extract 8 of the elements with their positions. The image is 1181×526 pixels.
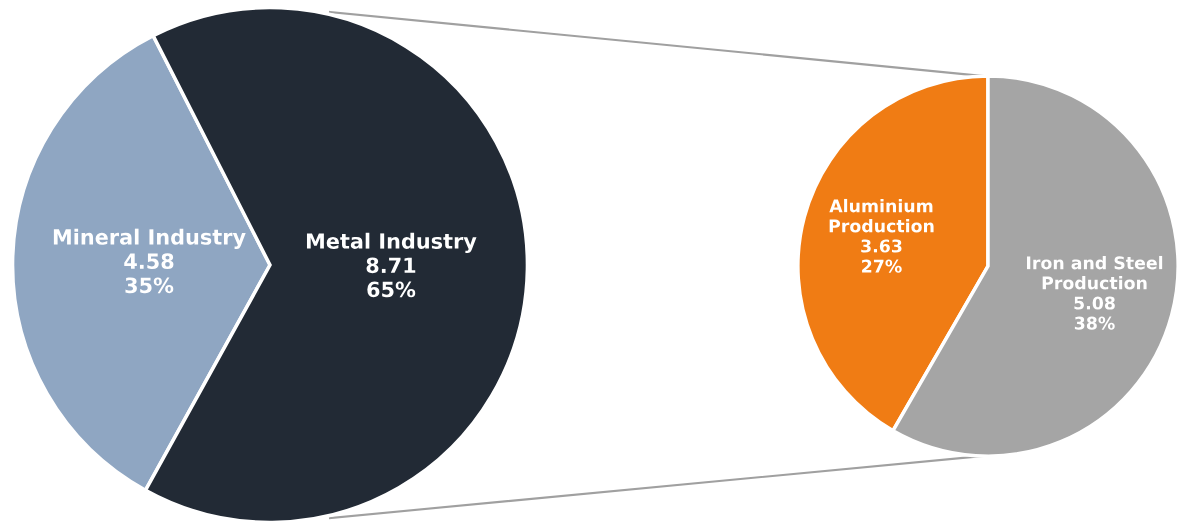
slice-label: Aluminium Production (829, 198, 934, 233)
slice-label: Metal Industry (306, 232, 477, 254)
data-label: 8.71 65% (366, 257, 416, 298)
slice-label: Mineral Industry (53, 228, 246, 249)
slice-label: Iron and Steel Production (1027, 255, 1163, 290)
data-label: 3.63 27% (861, 239, 902, 273)
data-label: 4.58 35% (124, 253, 174, 294)
data-label: 5.08 38% (1074, 296, 1115, 330)
